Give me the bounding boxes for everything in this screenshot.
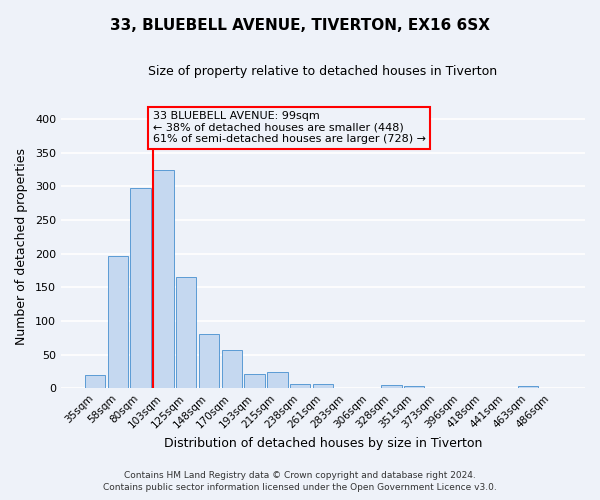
Title: Size of property relative to detached houses in Tiverton: Size of property relative to detached ho… bbox=[148, 65, 497, 78]
Bar bbox=[153, 170, 173, 388]
Y-axis label: Number of detached properties: Number of detached properties bbox=[15, 148, 28, 346]
Bar bbox=[290, 384, 310, 388]
Bar bbox=[221, 350, 242, 389]
Bar bbox=[199, 334, 219, 388]
Bar bbox=[107, 256, 128, 388]
Bar bbox=[267, 372, 287, 388]
Bar bbox=[85, 375, 105, 388]
Bar bbox=[130, 188, 151, 388]
X-axis label: Distribution of detached houses by size in Tiverton: Distribution of detached houses by size … bbox=[164, 437, 482, 450]
Bar bbox=[313, 384, 333, 388]
Bar bbox=[176, 277, 196, 388]
Bar bbox=[381, 385, 401, 388]
Text: 33, BLUEBELL AVENUE, TIVERTON, EX16 6SX: 33, BLUEBELL AVENUE, TIVERTON, EX16 6SX bbox=[110, 18, 490, 32]
Bar bbox=[244, 374, 265, 388]
Text: 33 BLUEBELL AVENUE: 99sqm
← 38% of detached houses are smaller (448)
61% of semi: 33 BLUEBELL AVENUE: 99sqm ← 38% of detac… bbox=[152, 111, 425, 144]
Text: Contains HM Land Registry data © Crown copyright and database right 2024.
Contai: Contains HM Land Registry data © Crown c… bbox=[103, 471, 497, 492]
Bar bbox=[518, 386, 538, 388]
Bar bbox=[404, 386, 424, 388]
